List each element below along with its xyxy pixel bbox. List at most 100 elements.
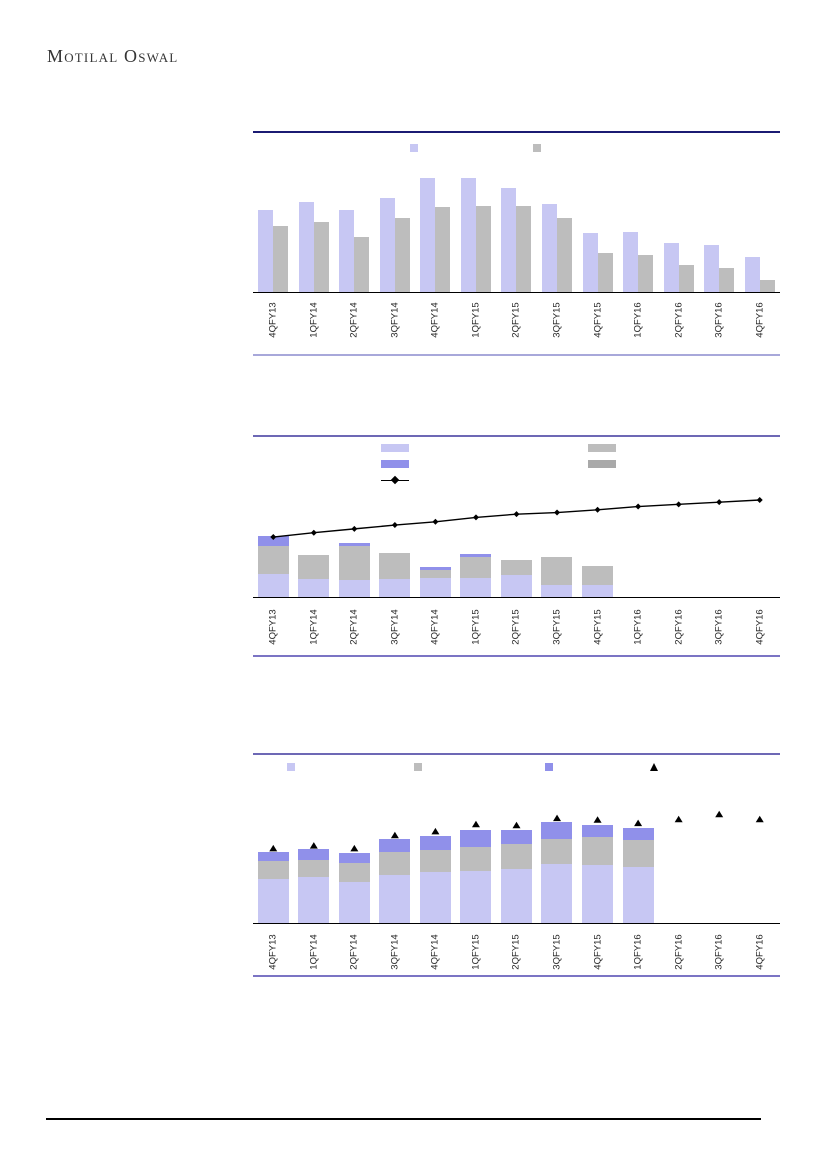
category-slot	[415, 813, 456, 923]
category-slot	[375, 813, 416, 923]
category-slot	[658, 159, 699, 292]
category-slot	[699, 159, 740, 292]
segment-stack-purple	[500, 829, 532, 844]
x-axis-label: 4QFY16	[739, 926, 780, 978]
x-axis-label: 4QFY16	[739, 601, 780, 653]
x-axis-label-text: 2QFY15	[510, 302, 522, 338]
stacked-bar	[338, 852, 370, 923]
category-slot	[496, 159, 537, 292]
category-slot	[577, 813, 618, 923]
stacked-bar	[298, 555, 330, 597]
segment-stack-gray	[257, 545, 289, 575]
x-axis-label-text: 3QFY14	[389, 934, 401, 970]
category-slot	[496, 488, 537, 597]
stacked-bar	[419, 566, 451, 597]
x-axis-label: 3QFY16	[699, 294, 740, 346]
chart-bottom-border	[253, 975, 780, 977]
category-slot	[294, 488, 335, 597]
x-axis-label: 2QFY15	[496, 601, 537, 653]
x-axis-label-text: 1QFY16	[632, 609, 644, 645]
segment-stack-lavender	[500, 869, 532, 923]
bar-unlabeled-gray	[556, 217, 572, 292]
category-slot	[253, 813, 294, 923]
segment-stack-gray	[379, 851, 411, 875]
x-axis-label: 4QFY15	[577, 294, 618, 346]
bar-unlabeled-gray	[638, 254, 654, 292]
segment-stack-gray	[541, 556, 573, 586]
segment-stack-lavender	[419, 577, 451, 597]
category-slot	[415, 159, 456, 292]
x-axis-label: 4QFY13	[253, 294, 294, 346]
segment-stack-lavender	[622, 866, 654, 923]
x-axis-label-text: 1QFY14	[308, 934, 320, 970]
segment-stack-lavender	[298, 876, 330, 923]
stacked-bar	[460, 553, 492, 597]
x-axis-label-text: 1QFY14	[308, 302, 320, 338]
segment-stack-lavender	[338, 882, 370, 923]
bar-unlabeled-gray	[435, 206, 451, 292]
segment-stack-gray	[298, 860, 330, 877]
x-axis-label: 1QFY16	[618, 294, 659, 346]
bar-unlabeled-lavender	[744, 257, 760, 292]
segment-stack-purple	[298, 849, 330, 861]
bar-unlabeled-gray	[313, 221, 329, 292]
x-axis-label-text: 3QFY15	[551, 934, 563, 970]
chart-top-border	[253, 435, 780, 437]
x-axis-label-text: 1QFY15	[470, 934, 482, 970]
x-axis-label-text: 3QFY15	[551, 609, 563, 645]
stacked-bar	[419, 836, 451, 923]
x-axis-label: 3QFY16	[699, 926, 740, 978]
x-axis-label: 4QFY16	[739, 294, 780, 346]
x-axis-label: 2QFY16	[658, 926, 699, 978]
x-axis-label-text: 1QFY15	[470, 302, 482, 338]
chart-bottom-border	[253, 354, 780, 356]
x-axis-label: 3QFY15	[537, 294, 578, 346]
segment-stack-lavender	[541, 585, 573, 597]
x-axis-label: 1QFY15	[456, 926, 497, 978]
x-axis-label: 4QFY15	[577, 601, 618, 653]
chart-bottom-border	[253, 655, 780, 657]
category-slot	[699, 813, 740, 923]
x-axis-label: 3QFY15	[537, 926, 578, 978]
x-axis-label: 2QFY16	[658, 601, 699, 653]
stacked-bar	[257, 536, 289, 597]
legend-diamond-icon	[390, 475, 400, 485]
x-axis-label-text: 1QFY14	[308, 609, 320, 645]
category-slot	[334, 813, 375, 923]
x-axis-label: 2QFY14	[334, 926, 375, 978]
segment-stack-gray	[419, 850, 451, 873]
x-axis-label-text: 4QFY14	[429, 302, 441, 338]
stacked-bar	[500, 829, 532, 923]
segment-stack-lavender	[379, 874, 411, 923]
x-axis-label: 4QFY15	[577, 926, 618, 978]
category-slot	[739, 488, 780, 597]
legend-square-swatch	[287, 763, 295, 771]
legend-square-swatch	[545, 763, 553, 771]
x-axis-label: 1QFY16	[618, 926, 659, 978]
x-axis-labels: 4QFY13 1QFY14 2QFY14 3QFY14 4QFY14 1QFY15 2QFY…	[253, 294, 780, 346]
segment-stack-lavender	[257, 574, 289, 597]
x-axis-label-text: 1QFY16	[632, 934, 644, 970]
x-axis-label: 3QFY14	[375, 601, 416, 653]
bar-unlabeled-gray	[516, 205, 532, 292]
category-slot	[537, 159, 578, 292]
x-axis-label-text: 3QFY16	[713, 302, 725, 338]
stacked-bar	[541, 822, 573, 923]
x-axis-label-text: 4QFY14	[429, 609, 441, 645]
x-axis-label-text: 4QFY15	[592, 934, 604, 970]
x-axis-label: 2QFY16	[658, 294, 699, 346]
segment-stack-purple	[338, 543, 370, 547]
chart-stacked-bars-with-trend-line: 4QFY13 1QFY14 2QFY14 3QFY14 4QFY14 1QFY15 2QFY…	[253, 435, 780, 657]
x-axis-label: 2QFY15	[496, 294, 537, 346]
stacked-bar	[541, 556, 573, 597]
x-axis-label: 1QFY15	[456, 294, 497, 346]
segment-stack-gray	[622, 839, 654, 867]
segment-stack-gray	[582, 837, 614, 865]
category-slot	[415, 488, 456, 597]
stacked-bar	[500, 559, 532, 597]
category-slot	[253, 159, 294, 292]
stacked-bar	[582, 565, 614, 597]
x-axis-label: 1QFY14	[294, 601, 335, 653]
segment-stack-gray	[500, 843, 532, 870]
